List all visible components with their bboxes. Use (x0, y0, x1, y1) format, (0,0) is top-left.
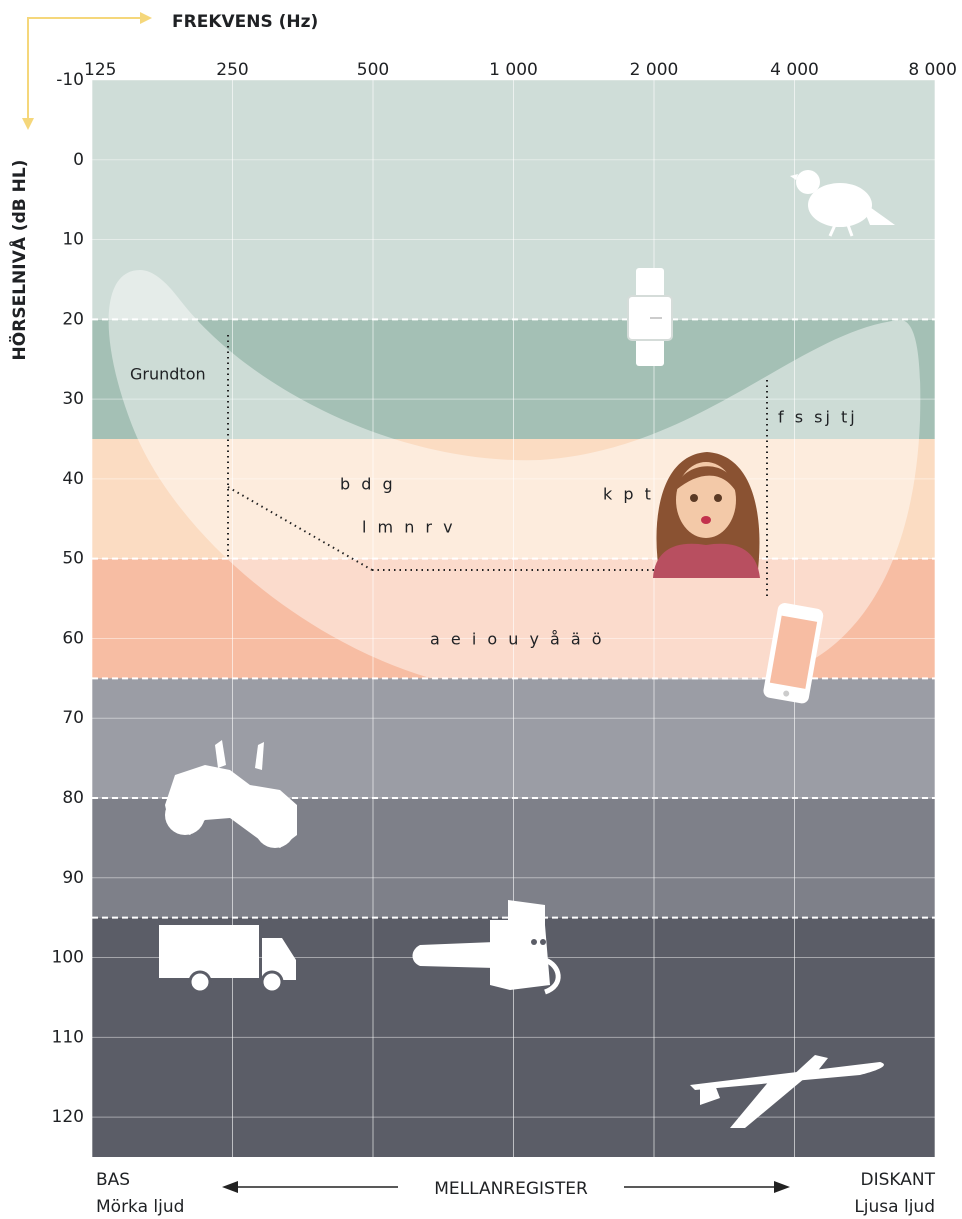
x-tick-label: 1 000 (489, 60, 538, 80)
x-axis-label: FREKVENS (Hz) (172, 12, 318, 32)
footer-label: DISKANT (861, 1170, 936, 1190)
footer-label: Ljusa ljud (854, 1197, 935, 1217)
y-tick-label: 90 (62, 868, 84, 888)
annotation: l m n r v (362, 518, 456, 537)
annotation: Grundton (130, 365, 206, 384)
y-tick-label: 20 (62, 309, 84, 329)
y-tick-label: 80 (62, 788, 84, 808)
y-tick-label: 40 (62, 469, 84, 489)
annotation: b d g (340, 475, 396, 494)
annotation: f s sj tj (778, 408, 858, 427)
y-tick-label: 0 (73, 150, 84, 170)
x-tick-label: 8 000 (908, 60, 957, 80)
x-tick-label: 2 000 (630, 60, 679, 80)
y-axis-label: HÖRSELNIVÅ (dB HL) (7, 160, 30, 361)
y-tick-label: 30 (62, 389, 84, 409)
axis-arrowhead (140, 12, 152, 24)
chart: Grundton f s sj tj b d g k p t l m n r v… (0, 0, 962, 1219)
y-tick-label: 50 (62, 549, 84, 569)
y-tick-label: 70 (62, 708, 84, 728)
annotation: a e i o u y å ä ö (430, 630, 605, 649)
annotation: k p t (603, 485, 654, 504)
footer-label: BAS (96, 1170, 130, 1190)
x-tick-label: 4 000 (770, 60, 819, 80)
y-tick-label: -10 (56, 70, 84, 90)
y-tick-label: 100 (52, 948, 84, 968)
footer-label: Mörka ljud (96, 1197, 184, 1217)
axis-arrowhead (22, 118, 34, 130)
page: {"chart_data": { "type": "audiogram", "x… (0, 0, 962, 1219)
x-tick-label: 125 (84, 60, 116, 80)
footer-arrowhead (774, 1181, 790, 1193)
x-tick-label: 250 (216, 60, 248, 80)
y-tick-label: 60 (62, 628, 84, 648)
y-tick-label: 10 (62, 230, 84, 250)
y-tick-label: 120 (52, 1107, 84, 1127)
footer-label: MELLANREGISTER (434, 1179, 588, 1199)
footer-arrowhead (222, 1181, 238, 1193)
x-tick-label: 500 (357, 60, 389, 80)
y-tick-label: 110 (52, 1027, 84, 1047)
